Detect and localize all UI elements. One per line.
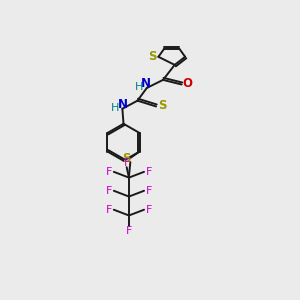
Text: F: F [146, 167, 152, 177]
Text: F: F [106, 167, 112, 177]
Text: F: F [106, 186, 112, 196]
Text: F: F [124, 158, 130, 168]
Text: F: F [146, 186, 152, 196]
Text: F: F [126, 226, 132, 236]
Text: S: S [148, 50, 157, 63]
Text: N: N [118, 98, 128, 111]
Text: H: H [111, 103, 120, 112]
Text: S: S [122, 152, 131, 165]
Text: F: F [146, 205, 152, 215]
Text: F: F [106, 205, 112, 215]
Text: O: O [182, 77, 193, 90]
Text: S: S [158, 99, 167, 112]
Text: H: H [135, 82, 143, 92]
Text: N: N [140, 77, 150, 90]
